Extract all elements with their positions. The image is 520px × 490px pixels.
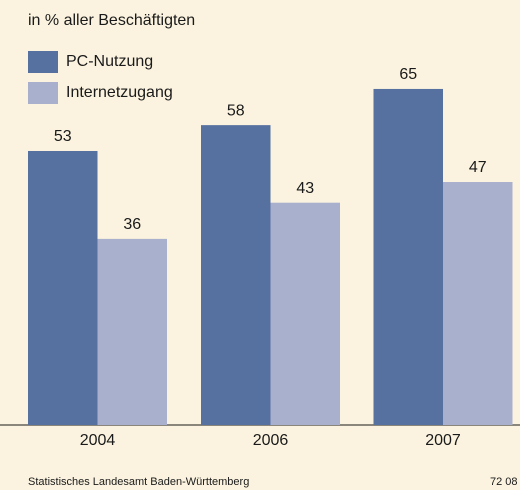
chart-subtitle: in % aller Beschäftigten (28, 12, 195, 29)
legend-swatch (28, 82, 58, 104)
data-label: 58 (227, 102, 245, 119)
data-label: 43 (296, 180, 314, 197)
legend-swatch (28, 51, 58, 73)
x-tick-label: 2004 (80, 432, 116, 449)
bar (443, 182, 513, 425)
x-tick-label: 2006 (253, 432, 289, 449)
bar (201, 125, 271, 425)
data-label: 53 (54, 128, 72, 145)
data-label: 47 (469, 159, 487, 176)
data-label: 65 (399, 66, 417, 83)
legend-label: PC-Nutzung (66, 53, 153, 70)
bar (97, 238, 167, 425)
source: Statistisches Landesamt Baden-Württember… (28, 476, 249, 488)
bar (270, 202, 340, 425)
bar (28, 150, 98, 426)
legend-label: Internetzugang (66, 84, 173, 101)
data-label: 36 (123, 216, 141, 233)
x-tick-label: 2007 (425, 432, 461, 449)
code: 72 08 (490, 476, 518, 488)
bar (373, 88, 443, 425)
